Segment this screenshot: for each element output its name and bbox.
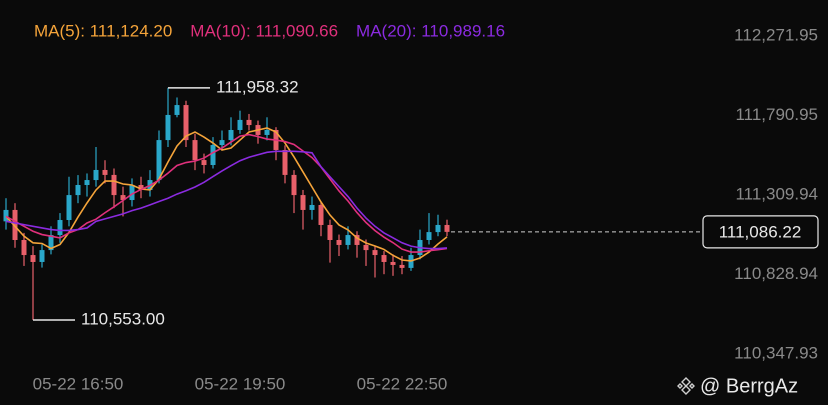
ma-line: [5, 133, 448, 253]
candle-body: [129, 185, 135, 201]
candle-body: [75, 185, 81, 196]
candle-body: [165, 114, 171, 141]
candle-body: [354, 235, 360, 245]
candle-body: [444, 224, 450, 232]
candle-body: [84, 180, 90, 185]
y-tick-label: 111,309.94: [735, 184, 818, 203]
y-tick-label: 112,271.95: [734, 26, 818, 45]
candle-body: [3, 209, 9, 222]
candle-body: [39, 250, 45, 262]
x-tick-label: 05-22 19:50: [195, 374, 286, 393]
x-tick-label: 05-22 22:50: [357, 374, 448, 393]
candle-body: [93, 169, 99, 181]
candle-body: [399, 264, 405, 268]
watermark: @ BerrgAz: [700, 375, 798, 397]
candle-body: [228, 129, 234, 141]
candle-body: [327, 224, 333, 241]
candle-body: [210, 145, 216, 166]
candle-body: [390, 261, 396, 265]
x-tick-label: 05-22 16:50: [33, 374, 124, 393]
y-tick-label: 111,790.95: [735, 105, 818, 124]
candle-body: [12, 209, 18, 241]
candle-body: [174, 105, 180, 115]
candle-body: [345, 235, 351, 245]
candle-body: [372, 250, 378, 256]
legend-entry: MA(10): 111,090.66: [190, 21, 338, 40]
candle-body: [309, 204, 315, 210]
candle-body: [264, 129, 270, 135]
ma-line: [5, 127, 448, 262]
candle-body: [66, 195, 72, 221]
last-price-label: 111,086.22: [719, 222, 802, 241]
candle-body: [282, 149, 288, 175]
candle-body: [183, 105, 189, 141]
candle-body: [291, 174, 297, 196]
candle-body: [300, 195, 306, 210]
low-marker-label: 110,553.00: [81, 309, 165, 328]
candle-body: [318, 204, 324, 225]
candle-body: [30, 255, 36, 262]
candle-body: [138, 185, 144, 190]
legend-entry: MA(5): 111,124.20: [34, 21, 172, 40]
candle-body: [156, 140, 162, 181]
candle-body: [363, 244, 369, 251]
candle-body: [381, 255, 387, 262]
candle-body: [48, 235, 54, 251]
candle-body: [219, 140, 225, 146]
candle-body: [336, 240, 342, 245]
candle-body: [192, 140, 198, 161]
candle-body: [201, 160, 207, 166]
y-tick-label: 110,347.93: [734, 343, 818, 362]
candle-body: [237, 119, 243, 130]
candle-body: [426, 232, 432, 241]
y-tick-label: 110,828.94: [734, 264, 818, 283]
watermark-icon: [677, 377, 695, 395]
candle-body: [435, 224, 441, 233]
last-price-box: [702, 215, 819, 249]
candle-body: [21, 240, 27, 256]
candle-body: [120, 195, 126, 201]
ma-line: [5, 150, 448, 250]
high-marker-label: 111,958.32: [216, 77, 299, 96]
candle-body: [111, 174, 117, 196]
candle-body: [102, 169, 108, 175]
candle-body: [57, 220, 63, 236]
legend-entry: MA(20): 110,989.16: [356, 21, 505, 40]
candle-body: [246, 119, 252, 126]
